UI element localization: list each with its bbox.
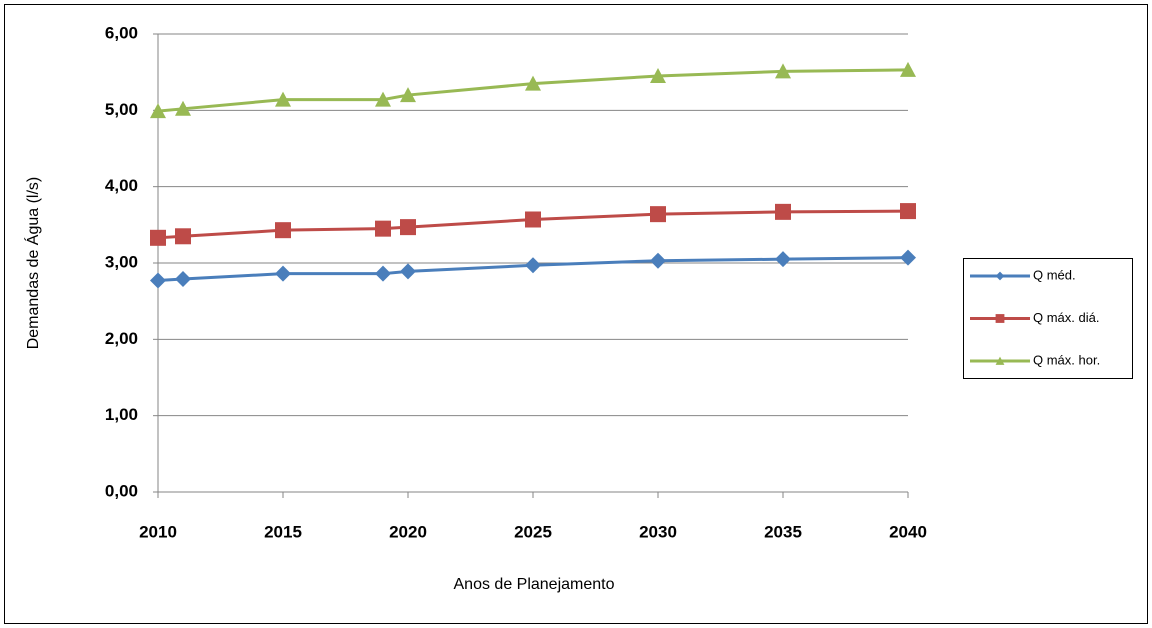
- data-point: [525, 75, 541, 91]
- y-tick-label: 1,00: [105, 405, 138, 424]
- data-point: [275, 265, 291, 282]
- x-axis-label: Anos de Planejamento: [454, 576, 615, 593]
- data-point: [900, 249, 916, 266]
- legend-label: Q máx. hor.: [1033, 352, 1100, 367]
- y-tick-label: 5,00: [105, 100, 138, 119]
- legend-label: Q máx. diá.: [1033, 310, 1099, 325]
- legend-label: Q méd.: [1033, 267, 1076, 282]
- data-point: [400, 263, 416, 280]
- y-tick-label: 2,00: [105, 329, 138, 348]
- y-tick-label: 6,00: [105, 23, 138, 42]
- data-point: [775, 251, 791, 268]
- data-point: [400, 219, 416, 236]
- data-point: [175, 271, 191, 288]
- data-point: [650, 252, 666, 269]
- data-point: [650, 206, 666, 223]
- y-tick-label: 0,00: [105, 481, 138, 500]
- x-tick-label: 2030: [639, 522, 677, 541]
- x-tick-label: 2040: [889, 522, 927, 541]
- data-point: [150, 229, 166, 246]
- y-axis-label: Demandas de Água (l/s): [23, 177, 42, 350]
- data-point: [175, 228, 191, 245]
- x-tick-label: 2025: [514, 522, 552, 541]
- y-tick-label: 3,00: [105, 252, 138, 271]
- x-tick-label: 2015: [264, 522, 302, 541]
- data-point: [375, 220, 391, 237]
- data-point: [375, 91, 391, 107]
- x-tick-label: 2020: [389, 522, 427, 541]
- data-point: [150, 272, 166, 289]
- x-tick-label: 2035: [764, 522, 802, 541]
- legend-marker: [995, 356, 1005, 365]
- y-tick-label: 4,00: [105, 176, 138, 195]
- legend-marker: [995, 314, 1005, 323]
- data-point: [775, 203, 791, 220]
- data-point: [275, 222, 291, 239]
- data-point: [525, 257, 541, 274]
- data-point: [400, 87, 416, 103]
- x-tick-label: 2010: [139, 522, 177, 541]
- data-point: [900, 203, 916, 220]
- data-point: [175, 100, 191, 116]
- data-point: [775, 63, 791, 79]
- data-point: [375, 265, 391, 282]
- data-point: [650, 67, 666, 83]
- data-point: [900, 61, 916, 77]
- data-point: [525, 211, 541, 228]
- data-point: [275, 91, 291, 107]
- data-point: [150, 103, 166, 119]
